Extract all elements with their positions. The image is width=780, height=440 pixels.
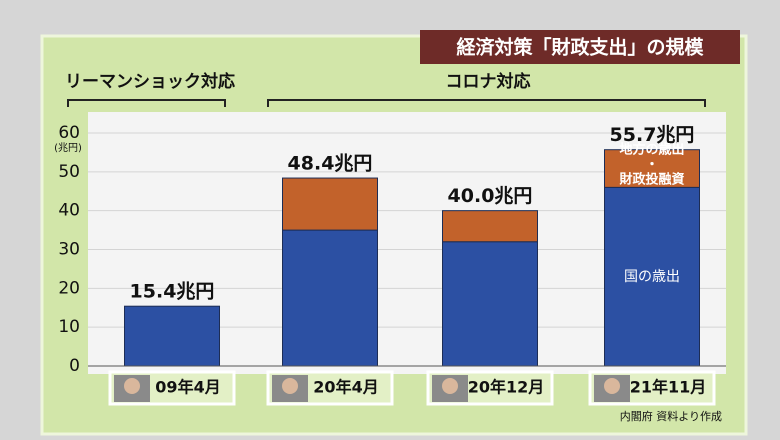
- total-label: 55.7兆円: [610, 124, 695, 146]
- y-unit: (兆円): [54, 142, 82, 154]
- total-label: 15.4兆円: [130, 281, 215, 303]
- segment-label: 国の歳出: [624, 269, 680, 285]
- bar-segment: [282, 229, 378, 367]
- total-label: 40.0兆円: [448, 185, 533, 207]
- x-tick-label: 20年4月: [313, 378, 378, 397]
- y-tick-label: 10: [58, 317, 80, 337]
- bracket: [67, 99, 226, 107]
- y-tick-label: 20: [58, 278, 80, 298]
- segment-label: ・: [645, 158, 658, 173]
- bar-segment: [442, 210, 538, 243]
- bar-segment: [124, 305, 220, 367]
- segment-label: 地方の歳出: [619, 142, 684, 158]
- photo-face: [124, 378, 140, 394]
- photo-face: [604, 378, 620, 394]
- segment-label: 財政投融資: [618, 172, 684, 188]
- y-tick-label: 30: [58, 240, 80, 260]
- photo-face: [442, 378, 458, 394]
- bar-segment: [442, 241, 538, 367]
- group-label: コロナ対応: [446, 71, 531, 92]
- chart-title: 経済対策「財政支出」の規模: [456, 36, 704, 59]
- bar-segment: [604, 186, 700, 367]
- y-tick-label: 0: [69, 356, 80, 376]
- y-tick-label: 50: [58, 162, 80, 182]
- bar-segment: [604, 149, 700, 188]
- x-tick-label: 09年4月: [155, 378, 220, 397]
- group-label: リーマンショック対応: [65, 71, 235, 92]
- x-tick-label: 21年11月: [630, 378, 707, 397]
- y-tick-label: 60: [58, 123, 80, 143]
- total-label: 48.4兆円: [288, 153, 373, 175]
- photo-face: [282, 378, 298, 394]
- source: 内閣府 資料より作成: [620, 409, 722, 423]
- title-box: [420, 30, 740, 64]
- bracket: [267, 99, 706, 107]
- bar-segment: [282, 177, 378, 231]
- y-tick-label: 40: [58, 201, 80, 221]
- x-tick-label: 20年12月: [468, 378, 545, 397]
